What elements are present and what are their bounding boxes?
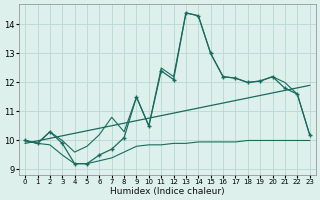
X-axis label: Humidex (Indice chaleur): Humidex (Indice chaleur): [110, 187, 225, 196]
